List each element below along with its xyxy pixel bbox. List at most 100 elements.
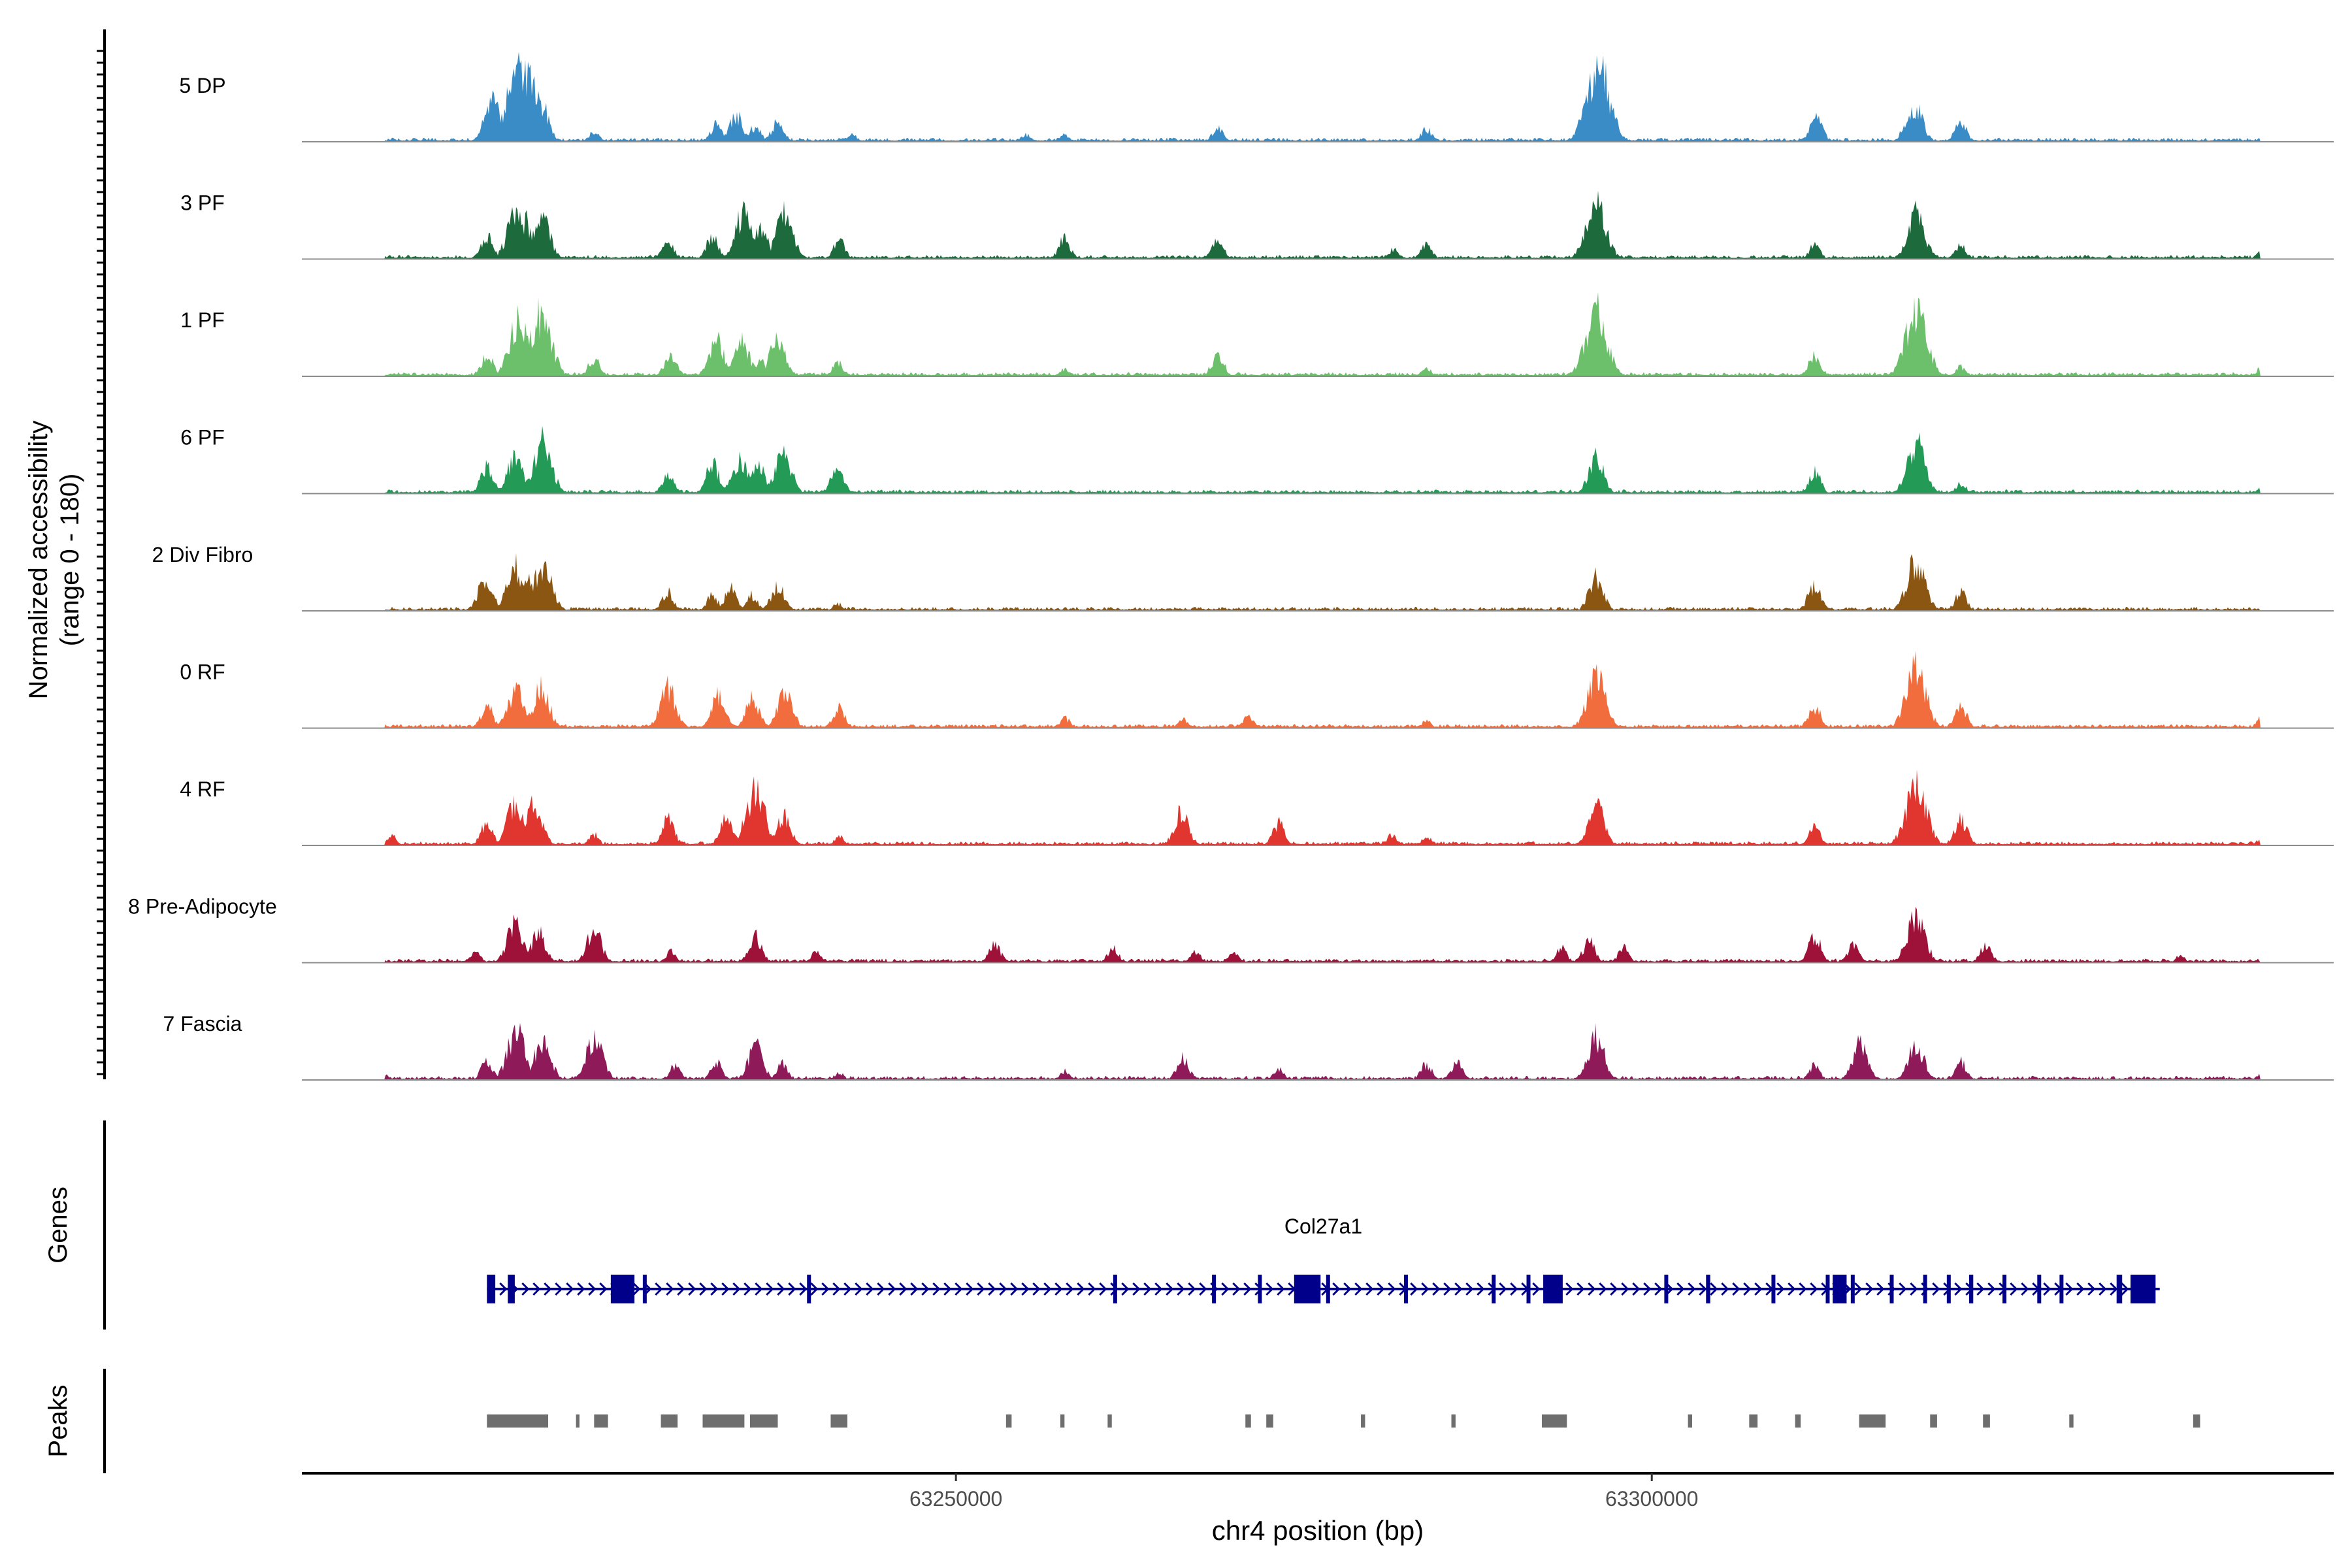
strand-arrow <box>1932 1282 1940 1296</box>
track-label: 3 PF <box>180 191 225 215</box>
gene-exon-large <box>1294 1275 1321 1303</box>
strand-arrow <box>2087 1282 2096 1296</box>
coverage-area <box>302 291 2334 376</box>
gene-exon <box>2002 1275 2007 1303</box>
gene-exon <box>1946 1275 1951 1303</box>
peak-region <box>1451 1414 1456 1428</box>
strand-arrow <box>1743 1282 1752 1296</box>
x-tick-label: 63250000 <box>909 1487 1002 1511</box>
strand-arrow <box>521 1282 530 1296</box>
strand-arrow <box>1954 1282 1963 1296</box>
track-7-fascia: 7 Fascia <box>163 1012 2334 1081</box>
coverage-area <box>302 906 2334 963</box>
strand-arrow <box>1732 1282 1740 1296</box>
peak-region <box>2069 1414 2074 1428</box>
gene-exon <box>1664 1275 1669 1303</box>
gene-exon-large <box>1543 1275 1563 1303</box>
gene-exon <box>1113 1275 1117 1303</box>
strand-arrow <box>1221 1282 1230 1296</box>
strand-arrow <box>1654 1282 1663 1296</box>
track-8-pre-adipocyte: 8 Pre-Adipocyte <box>128 895 2334 964</box>
gene-exon <box>1889 1275 1894 1303</box>
strand-arrow <box>866 1282 874 1296</box>
y-axis <box>97 29 106 1079</box>
strand-arrow <box>721 1282 730 1296</box>
strand-arrow <box>1054 1282 1063 1296</box>
strand-arrow <box>1232 1282 1241 1296</box>
strand-arrow <box>1899 1282 1907 1296</box>
track-6-pf: 6 PF <box>180 426 2334 495</box>
coverage-tracks: 5 DP 3 PF 1 PF 6 PF 2 Div Fibro 0 RF 4 RF 8 Pre… <box>128 52 2334 1081</box>
coverage-area <box>302 769 2334 845</box>
gene-exon <box>642 1275 647 1303</box>
strand-arrow <box>1365 1282 1374 1296</box>
strand-arrow <box>1676 1282 1685 1296</box>
strand-arrow <box>899 1282 907 1296</box>
gene-exon <box>1492 1275 1496 1303</box>
strand-arrow <box>677 1282 685 1296</box>
track-label: 1 PF <box>180 308 225 332</box>
strand-arrow <box>1499 1282 1507 1296</box>
strand-arrow <box>877 1282 885 1296</box>
peak-track <box>487 1414 2200 1428</box>
peak-region <box>594 1414 608 1428</box>
strand-arrow <box>2043 1282 2051 1296</box>
strand-arrow <box>1077 1282 1085 1296</box>
strand-arrow <box>988 1282 996 1296</box>
strand-arrow <box>566 1282 574 1296</box>
strand-arrow <box>1066 1282 1074 1296</box>
peak-region <box>1749 1414 1758 1428</box>
strand-arrow <box>1510 1282 1518 1296</box>
strand-arrow <box>977 1282 985 1296</box>
strand-arrow <box>1621 1282 1629 1296</box>
strand-arrow <box>1810 1282 1818 1296</box>
coverage-area <box>302 553 2334 611</box>
strand-arrow <box>966 1282 974 1296</box>
strand-arrow <box>821 1282 830 1296</box>
track-label: 8 Pre-Adipocyte <box>128 895 277 919</box>
gene-exon <box>1825 1275 1830 1303</box>
strand-arrow <box>1177 1282 1185 1296</box>
strand-arrow <box>2099 1282 2107 1296</box>
genes-panel-label: Genes <box>44 1186 73 1264</box>
strand-arrow <box>1443 1282 1452 1296</box>
peak-region <box>1795 1414 1801 1428</box>
strand-arrow <box>699 1282 708 1296</box>
gene-exon <box>2116 1275 2123 1303</box>
coverage-area <box>302 1022 2334 1080</box>
gene-exon <box>1850 1275 1855 1303</box>
strand-arrow <box>710 1282 719 1296</box>
strand-arrow <box>1699 1282 1707 1296</box>
strand-arrow <box>1021 1282 1030 1296</box>
track-2-div-fibro: 2 Div Fibro <box>152 543 2334 612</box>
strand-arrow <box>1788 1282 1796 1296</box>
strand-arrow <box>910 1282 919 1296</box>
track-5-dp: 5 DP <box>179 52 2334 142</box>
gene-track: Col27a1 <box>487 1215 2160 1303</box>
x-axis-ticks: 63250000 63300000 <box>909 1473 1698 1511</box>
gene-exon <box>1923 1275 1927 1303</box>
peak-region <box>1060 1414 1065 1428</box>
y-axis-label-line2: (range 0 - 180) <box>56 474 84 647</box>
strand-arrow <box>810 1282 819 1296</box>
strand-arrow <box>2121 1282 2129 1296</box>
coverage-area <box>302 651 2334 728</box>
x-tick-label: 63300000 <box>1605 1487 1698 1511</box>
coverage-area <box>302 190 2334 259</box>
gene-exon-large <box>1833 1275 1847 1303</box>
strand-arrow <box>632 1282 641 1296</box>
peak-region <box>576 1414 580 1428</box>
strand-arrow <box>1688 1282 1696 1296</box>
peak-region <box>661 1414 678 1428</box>
strand-arrow <box>1599 1282 1607 1296</box>
gene-exon <box>1771 1275 1776 1303</box>
strand-arrow <box>732 1282 741 1296</box>
strand-arrow <box>932 1282 941 1296</box>
strand-arrow <box>1188 1282 1196 1296</box>
peak-region <box>487 1414 549 1428</box>
gene-exon <box>487 1275 496 1303</box>
gene-exon-large <box>610 1275 635 1303</box>
gene-name-label: Col27a1 <box>1284 1215 1362 1238</box>
strand-arrow <box>921 1282 930 1296</box>
track-label: 5 DP <box>179 74 225 97</box>
